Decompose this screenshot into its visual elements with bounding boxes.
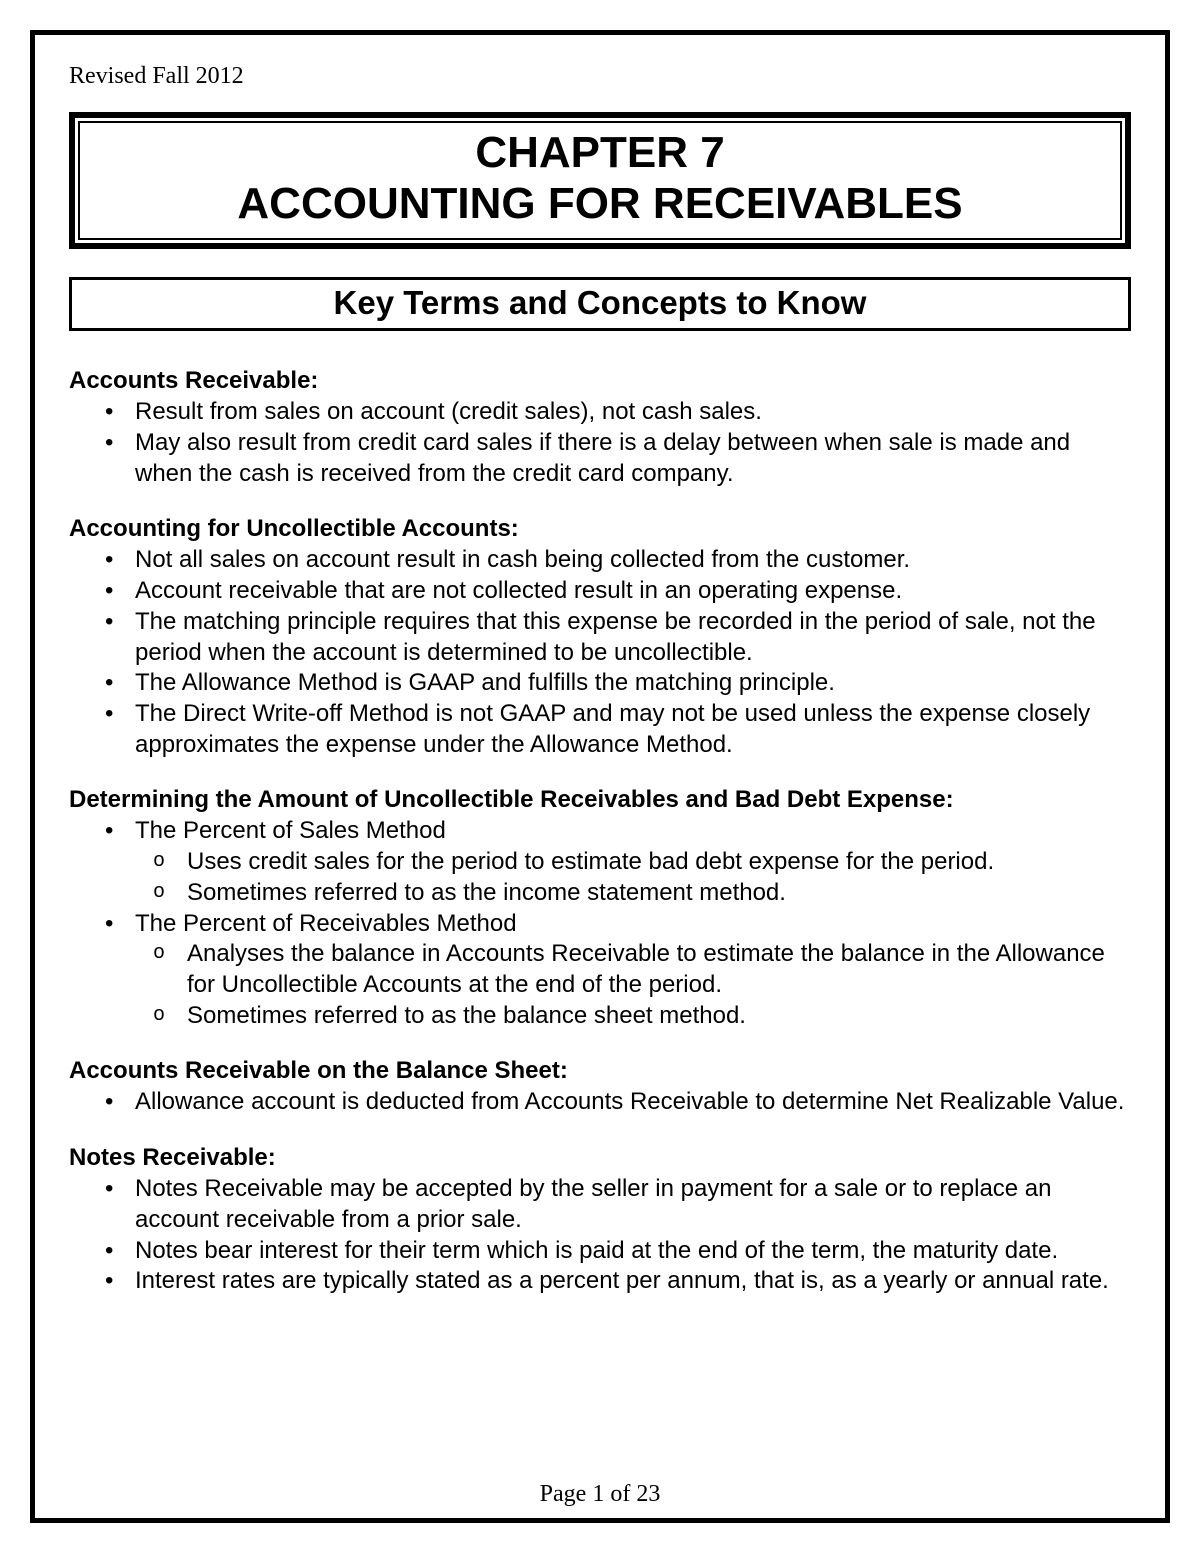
page-footer: Page 1 of 23 [35, 1481, 1165, 1508]
section-heading-box: Key Terms and Concepts to Know [69, 277, 1131, 331]
revised-label: Revised Fall 2012 [69, 63, 1131, 90]
term-bad-debt-expense: Determining the Amount of Uncollectible … [69, 786, 1131, 1031]
chapter-number: CHAPTER 7 [95, 128, 1105, 179]
page-frame: Revised Fall 2012 CHAPTER 7 ACCOUNTING F… [30, 30, 1170, 1523]
sub-list-item: Sometimes referred to as the balance she… [69, 1001, 1131, 1032]
chapter-title: ACCOUNTING FOR RECEIVABLES [95, 179, 1105, 230]
list-item: May also result from credit card sales i… [69, 428, 1131, 489]
list-item: Notes bear interest for their term which… [69, 1236, 1131, 1267]
term-heading: Notes Receivable: [69, 1144, 1131, 1172]
list-item: Not all sales on account result in cash … [69, 545, 1131, 576]
term-heading: Accounts Receivable on the Balance Sheet… [69, 1057, 1131, 1085]
section-heading: Key Terms and Concepts to Know [82, 284, 1118, 322]
term-accounts-receivable: Accounts Receivable: Result from sales o… [69, 367, 1131, 489]
term-notes-receivable: Notes Receivable: Notes Receivable may b… [69, 1144, 1131, 1297]
term-balance-sheet: Accounts Receivable on the Balance Sheet… [69, 1057, 1131, 1118]
term-heading: Accounting for Uncollectible Accounts: [69, 515, 1131, 543]
sub-list-item: Uses credit sales for the period to esti… [69, 847, 1131, 878]
term-heading: Determining the Amount of Uncollectible … [69, 786, 1131, 814]
list-item: The matching principle requires that thi… [69, 607, 1131, 668]
list-item: Allowance account is deducted from Accou… [69, 1087, 1131, 1118]
list-item: The Allowance Method is GAAP and fulfill… [69, 668, 1131, 699]
chapter-title-box: CHAPTER 7 ACCOUNTING FOR RECEIVABLES [69, 112, 1131, 249]
list-item: The Percent of Sales Method [69, 816, 1131, 847]
sub-list-item: Sometimes referred to as the income stat… [69, 878, 1131, 909]
list-item: The Direct Write-off Method is not GAAP … [69, 699, 1131, 760]
sub-list-item: Analyses the balance in Accounts Receiva… [69, 939, 1131, 1000]
list-item: Interest rates are typically stated as a… [69, 1266, 1131, 1297]
list-item: The Percent of Receivables Method [69, 909, 1131, 940]
list-item: Account receivable that are not collecte… [69, 576, 1131, 607]
term-heading: Accounts Receivable: [69, 367, 1131, 395]
list-item: Result from sales on account (credit sal… [69, 397, 1131, 428]
term-uncollectible-accounts: Accounting for Uncollectible Accounts: N… [69, 515, 1131, 760]
list-item: Notes Receivable may be accepted by the … [69, 1174, 1131, 1235]
